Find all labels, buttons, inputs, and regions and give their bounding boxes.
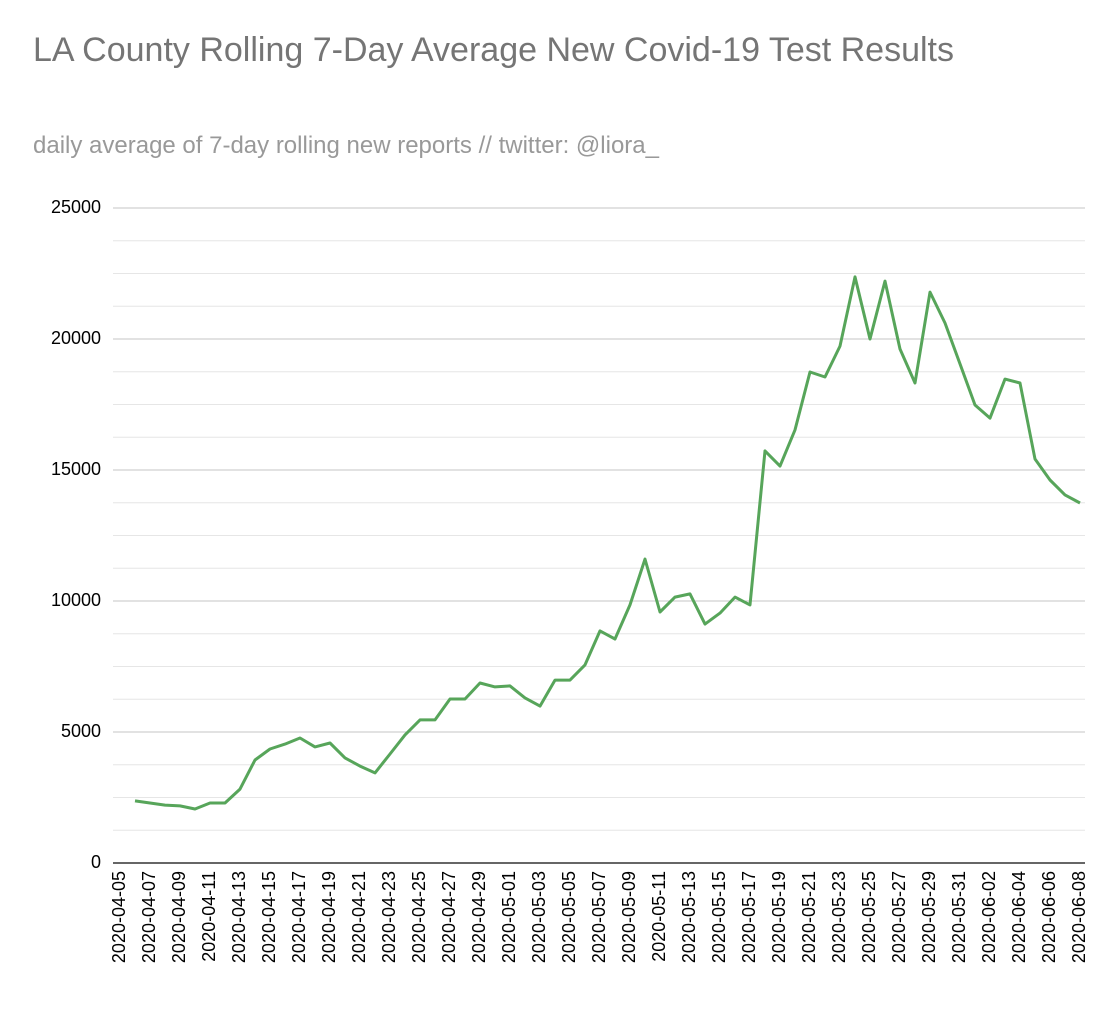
x-tick-label: 2020-04-15 xyxy=(259,871,279,963)
x-tick-label: 2020-05-25 xyxy=(859,871,879,963)
x-tick-label: 2020-04-29 xyxy=(469,871,489,963)
x-tick-label: 2020-05-13 xyxy=(679,871,699,963)
x-tick-label: 2020-04-17 xyxy=(289,871,309,963)
x-tick-label: 2020-05-05 xyxy=(559,871,579,963)
x-tick-label: 2020-04-25 xyxy=(409,871,429,963)
x-tick-label: 2020-04-11 xyxy=(199,871,219,962)
x-tick-label: 2020-05-11 xyxy=(649,871,669,962)
x-tick-label: 2020-05-27 xyxy=(889,871,909,963)
x-tick-label: 2020-05-15 xyxy=(709,871,729,963)
x-tick-label: 2020-05-01 xyxy=(499,871,519,963)
chart-subtitle: daily average of 7-day rolling new repor… xyxy=(33,132,659,159)
x-tick-label: 2020-05-07 xyxy=(589,871,609,963)
x-tick-label: 2020-05-09 xyxy=(619,871,639,963)
x-tick-label: 2020-05-19 xyxy=(769,871,789,963)
x-tick-label: 2020-06-06 xyxy=(1039,871,1059,963)
y-tick-label: 5000 xyxy=(61,721,101,741)
x-tick-label: 2020-04-27 xyxy=(439,871,459,963)
x-tick-label: 2020-05-23 xyxy=(829,871,849,963)
x-tick-label: 2020-04-19 xyxy=(319,871,339,963)
x-tick-label: 2020-05-31 xyxy=(949,871,969,963)
y-tick-label: 10000 xyxy=(51,590,101,610)
line xyxy=(134,275,1081,811)
x-tick-label: 2020-06-08 xyxy=(1069,871,1089,963)
x-tick-label: 2020-04-21 xyxy=(349,871,369,963)
x-tick-label: 2020-05-03 xyxy=(529,871,549,963)
y-tick-label: 0 xyxy=(91,852,101,872)
x-tick-label: 2020-04-07 xyxy=(139,871,159,963)
x-tick-label: 2020-05-21 xyxy=(799,871,819,963)
x-tick-label: 2020-05-29 xyxy=(919,871,939,963)
y-tick-label: 25000 xyxy=(51,197,101,217)
y-tick-label: 15000 xyxy=(51,459,101,479)
x-tick-label: 2020-06-04 xyxy=(1009,871,1029,963)
x-tick-label: 2020-06-02 xyxy=(979,871,999,963)
x-tick-label: 2020-04-09 xyxy=(169,871,189,963)
x-tick-label: 2020-04-23 xyxy=(379,871,399,963)
x-tick-label: 2020-05-17 xyxy=(739,871,759,963)
x-tick-label: 2020-04-13 xyxy=(229,871,249,963)
chart-title: LA County Rolling 7-Day Average New Covi… xyxy=(33,31,954,69)
y-tick-label: 20000 xyxy=(51,328,101,348)
x-tick-label: 2020-04-05 xyxy=(109,871,129,963)
